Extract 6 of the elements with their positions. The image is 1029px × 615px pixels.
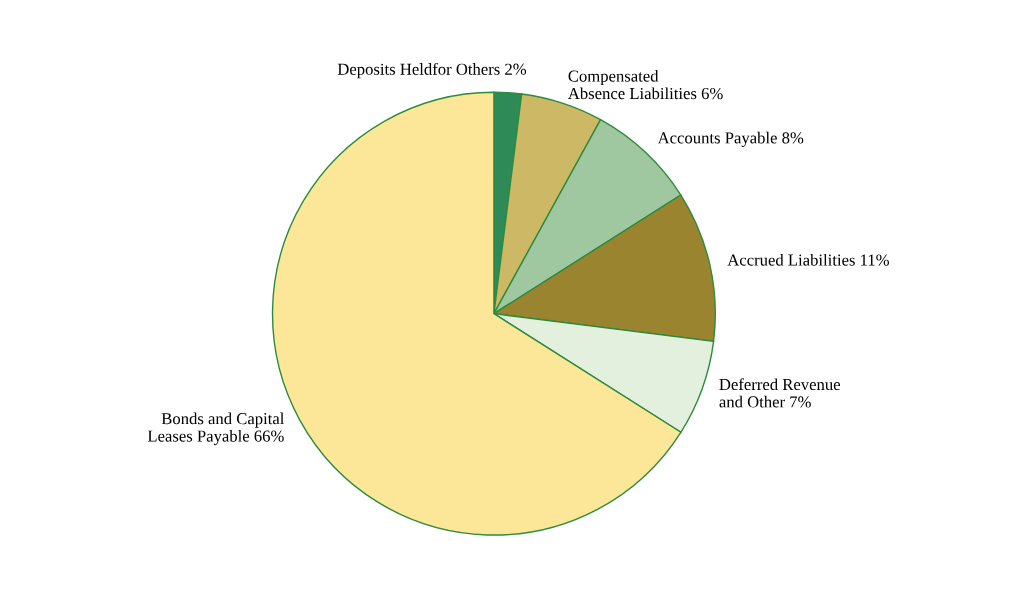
slice-label: Accounts Payable 8%: [657, 131, 804, 147]
slice-label: Bonds and Capital Leases Payable 66%: [147, 412, 285, 446]
slice-label: Deferred Revenue and Other 7%: [719, 378, 841, 408]
slice-label: Compensated Absence Liabilities 6%: [567, 69, 723, 100]
slice-label: Accrued Liabilities 11%: [727, 253, 889, 266]
slice-label: Deposits Heldfor Others 2%: [337, 62, 527, 79]
